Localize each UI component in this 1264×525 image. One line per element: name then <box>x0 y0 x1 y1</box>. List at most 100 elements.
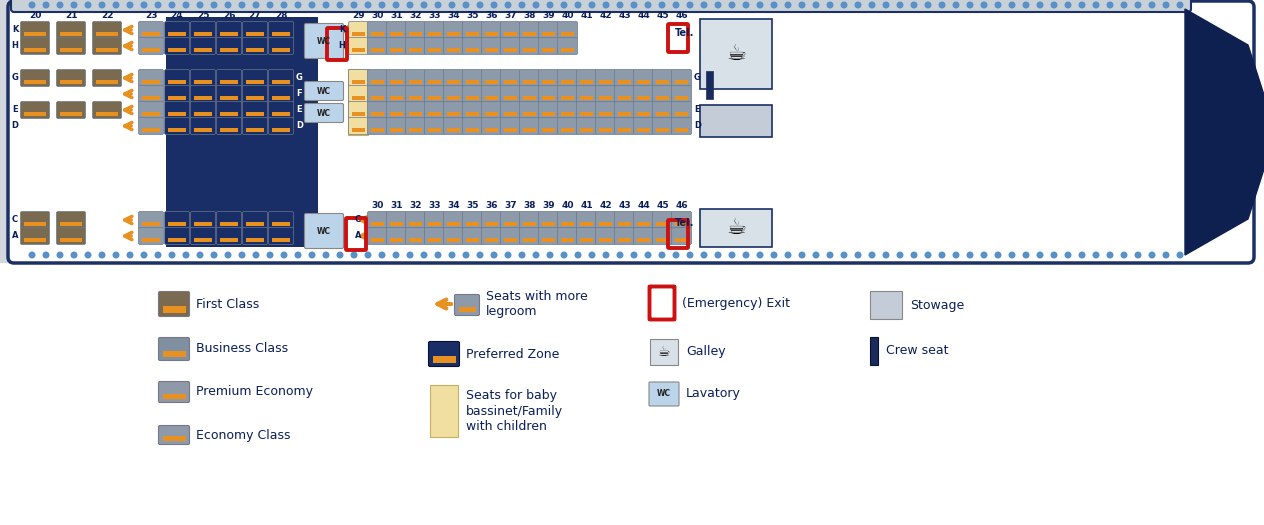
Circle shape <box>1149 252 1155 258</box>
Circle shape <box>799 252 805 258</box>
Bar <box>561 128 574 131</box>
Bar <box>96 112 118 116</box>
Bar <box>193 112 212 116</box>
Bar <box>193 222 212 226</box>
Bar <box>561 96 574 100</box>
Bar <box>656 96 669 100</box>
FancyBboxPatch shape <box>520 37 540 55</box>
Bar <box>428 112 441 116</box>
Bar <box>410 222 422 226</box>
Circle shape <box>128 252 133 258</box>
FancyBboxPatch shape <box>406 118 426 134</box>
Circle shape <box>884 2 889 8</box>
Bar <box>246 96 264 100</box>
Circle shape <box>463 252 469 258</box>
FancyBboxPatch shape <box>57 101 86 119</box>
Text: 40: 40 <box>561 202 574 211</box>
FancyBboxPatch shape <box>164 22 190 38</box>
Text: 29: 29 <box>353 12 365 20</box>
FancyBboxPatch shape <box>368 37 388 55</box>
FancyBboxPatch shape <box>139 212 163 228</box>
FancyBboxPatch shape <box>538 212 559 228</box>
Bar <box>675 80 688 83</box>
Bar <box>220 80 238 83</box>
Circle shape <box>561 252 566 258</box>
Bar <box>168 80 186 83</box>
Bar <box>561 238 574 242</box>
Bar <box>700 209 772 247</box>
Bar <box>675 238 688 242</box>
Bar <box>59 238 82 242</box>
Circle shape <box>29 252 35 258</box>
FancyBboxPatch shape <box>387 37 407 55</box>
FancyBboxPatch shape <box>463 86 483 102</box>
Circle shape <box>1023 2 1029 8</box>
Text: Crew seat: Crew seat <box>886 344 948 358</box>
FancyBboxPatch shape <box>406 227 426 245</box>
Circle shape <box>365 2 370 8</box>
FancyBboxPatch shape <box>595 86 616 102</box>
Circle shape <box>757 2 762 8</box>
Circle shape <box>267 2 273 8</box>
FancyBboxPatch shape <box>139 69 163 87</box>
FancyBboxPatch shape <box>158 291 190 317</box>
Bar <box>675 112 688 116</box>
Text: C: C <box>355 215 362 225</box>
Bar <box>542 80 555 83</box>
Bar <box>391 32 403 36</box>
Bar <box>523 222 536 226</box>
FancyBboxPatch shape <box>368 227 388 245</box>
Circle shape <box>142 252 147 258</box>
Bar <box>391 80 403 83</box>
FancyBboxPatch shape <box>57 227 86 245</box>
Text: Tel.: Tel. <box>675 218 694 228</box>
Circle shape <box>1038 2 1043 8</box>
Circle shape <box>337 2 343 8</box>
Text: (Emergency) Exit: (Emergency) Exit <box>683 297 790 310</box>
FancyBboxPatch shape <box>501 37 521 55</box>
FancyBboxPatch shape <box>425 86 445 102</box>
Bar <box>485 32 498 36</box>
Bar <box>220 112 238 116</box>
Circle shape <box>379 252 384 258</box>
FancyBboxPatch shape <box>652 69 672 87</box>
Circle shape <box>729 252 734 258</box>
Circle shape <box>533 2 538 8</box>
Text: Economy Class: Economy Class <box>196 428 291 442</box>
Circle shape <box>324 252 329 258</box>
FancyBboxPatch shape <box>557 101 578 119</box>
Circle shape <box>785 252 791 258</box>
Text: 43: 43 <box>618 12 631 20</box>
Circle shape <box>43 252 49 258</box>
Text: 31: 31 <box>391 202 403 211</box>
Bar <box>168 96 186 100</box>
Bar <box>580 112 593 116</box>
Bar <box>246 32 264 36</box>
Circle shape <box>99 2 105 8</box>
Bar <box>485 48 498 51</box>
Text: D: D <box>694 121 702 131</box>
Bar <box>561 80 574 83</box>
Circle shape <box>757 252 762 258</box>
Circle shape <box>1079 252 1085 258</box>
Circle shape <box>1038 252 1043 258</box>
Circle shape <box>197 2 202 8</box>
Bar <box>142 80 161 83</box>
FancyBboxPatch shape <box>349 22 369 38</box>
Bar <box>24 238 46 242</box>
Bar <box>59 48 82 51</box>
Circle shape <box>267 252 273 258</box>
Circle shape <box>939 252 944 258</box>
FancyBboxPatch shape <box>652 227 672 245</box>
Bar <box>163 436 186 441</box>
FancyBboxPatch shape <box>671 86 691 102</box>
Text: 42: 42 <box>599 12 612 20</box>
Bar <box>447 128 460 131</box>
Circle shape <box>561 2 566 8</box>
Circle shape <box>897 252 902 258</box>
FancyBboxPatch shape <box>595 69 616 87</box>
Bar <box>447 80 460 83</box>
Text: First Class: First Class <box>196 298 259 310</box>
Circle shape <box>128 2 133 8</box>
FancyBboxPatch shape <box>444 101 464 119</box>
